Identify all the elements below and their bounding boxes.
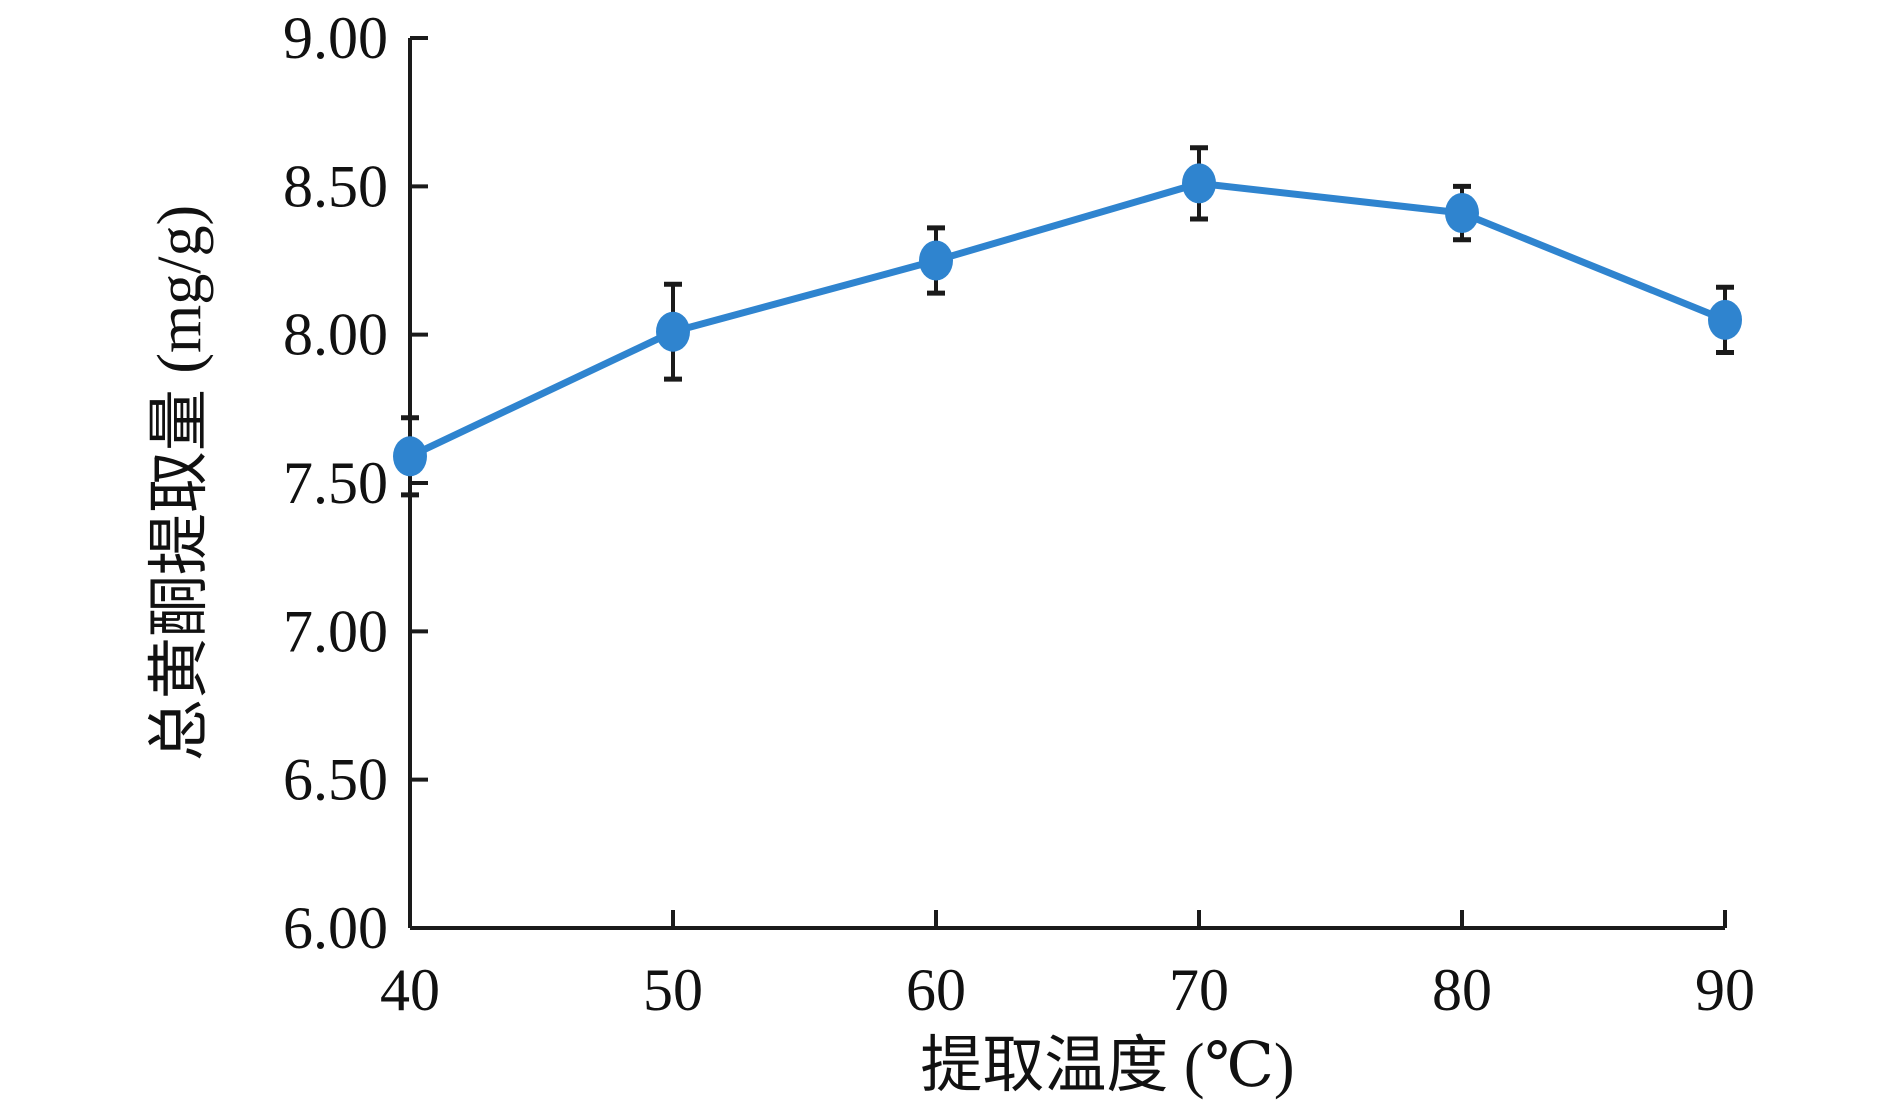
y-tick-label: 8.00	[283, 302, 388, 368]
y-tick-label: 6.50	[283, 747, 388, 813]
data-point	[1708, 299, 1742, 340]
y-tick-label: 9.00	[283, 5, 388, 71]
axes	[408, 38, 1725, 930]
y-axis-title: 总黄酮提取量 (mg/g)	[146, 205, 214, 761]
data-point	[1445, 193, 1479, 234]
x-tick-label: 50	[643, 957, 703, 1023]
x-ticks: 40 50 60 70 80 90	[380, 910, 1755, 1023]
x-axis-title: 提取温度 (℃)	[920, 1032, 1294, 1100]
y-tick-label: 6.00	[283, 895, 388, 961]
x-tick-label: 90	[1695, 957, 1755, 1023]
y-tick-label: 8.50	[283, 153, 388, 219]
x-tick-label: 80	[1432, 957, 1492, 1023]
data-point	[919, 240, 953, 281]
series-layer	[393, 145, 1742, 498]
data-point	[393, 436, 427, 477]
x-tick-label: 70	[1169, 957, 1229, 1023]
x-tick-label: 60	[906, 957, 966, 1023]
data-point	[656, 311, 690, 352]
data-point	[1182, 163, 1216, 204]
y-ticks: 6.00 6.50 7.00 7.50 8.00 8.50 9.00	[283, 5, 428, 961]
y-tick-label: 7.00	[283, 598, 388, 664]
y-tick-label: 7.50	[283, 450, 388, 516]
x-tick-label: 40	[380, 957, 440, 1023]
series-line	[408, 179, 1727, 460]
